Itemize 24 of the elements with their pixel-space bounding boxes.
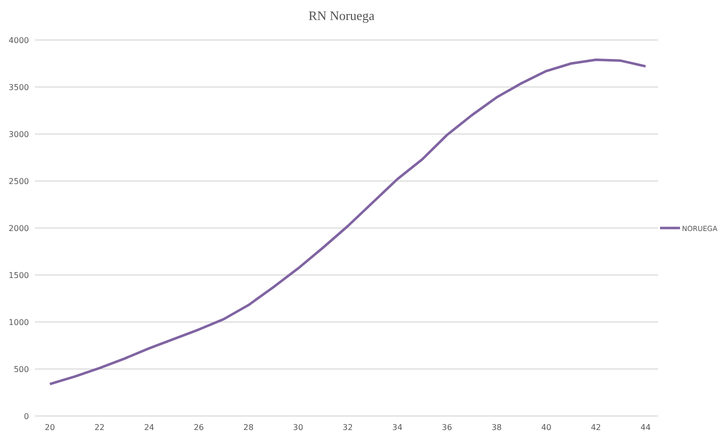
x-tick-label: 20: [44, 423, 55, 432]
x-tick-label: 26: [194, 423, 204, 432]
y-tick-label: 2500: [8, 177, 29, 186]
y-tick-label: 1000: [8, 318, 29, 327]
x-tick-label: 22: [94, 423, 105, 432]
x-tick-label: 34: [392, 423, 402, 432]
y-tick-label: 3000: [8, 130, 29, 139]
chart-title: RN Noruega: [308, 8, 375, 23]
x-tick-label: 42: [590, 423, 602, 432]
y-tick-label: 2000: [8, 224, 29, 233]
x-tick-label: 36: [442, 423, 452, 432]
x-tick-label: 24: [144, 423, 154, 432]
x-tick-label: 28: [243, 423, 254, 432]
y-tick-label: 500: [14, 365, 29, 374]
x-tick-label: 32: [342, 423, 353, 432]
y-tick-label: 1500: [8, 271, 29, 280]
x-tick-label: 30: [293, 423, 304, 432]
x-tick-label: 44: [640, 423, 651, 432]
x-tick-label: 40: [541, 423, 552, 432]
y-tick-label: 4000: [8, 36, 29, 45]
y-tick-label: 0: [24, 412, 29, 421]
x-tick-label: 38: [492, 423, 502, 432]
y-tick-label: 3500: [8, 83, 29, 92]
line-series: [48, 58, 647, 386]
